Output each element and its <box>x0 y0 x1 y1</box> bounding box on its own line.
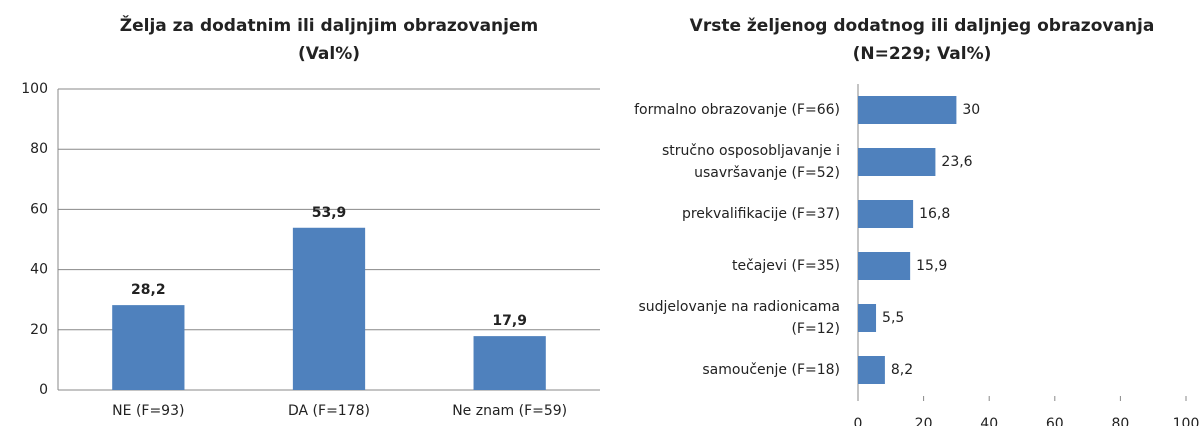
y-tick-label: prekvalifikacije (F=37) <box>682 206 840 222</box>
value-label: 23,6 <box>941 154 972 170</box>
value-label: 17,9 <box>492 313 527 329</box>
x-tick-label: 80 <box>1111 416 1129 426</box>
y-tick-label: 100 <box>21 81 48 97</box>
bar <box>858 356 885 384</box>
y-tick-label: 0 <box>39 382 48 398</box>
x-tick-label: DA (F=178) <box>288 403 370 419</box>
bar <box>473 336 546 390</box>
y-tick-label: 80 <box>30 141 48 157</box>
value-label: 8,2 <box>891 362 913 378</box>
chart-title: (Val%) <box>298 44 360 64</box>
x-tick-label: 60 <box>1046 416 1064 426</box>
y-tick-label: stručno osposobljavanje i usavršavanje (F… <box>662 143 840 181</box>
value-label: 53,9 <box>312 205 347 221</box>
x-tick-label: Ne znam (F=59) <box>452 403 567 419</box>
value-label: 28,2 <box>131 282 166 298</box>
y-tick-label: 40 <box>30 262 48 278</box>
chart-title: Želja za dodatnim ili daljnjim obrazovan… <box>120 14 538 36</box>
x-tick-label: 40 <box>980 416 998 426</box>
value-label: 30 <box>962 102 980 118</box>
y-tick-label: 60 <box>30 201 48 217</box>
x-tick-label: 0 <box>854 416 863 426</box>
bar <box>858 304 877 332</box>
y-tick-label: formalno obrazovanje (F=66) <box>634 102 840 118</box>
y-tick-label: 20 <box>30 322 48 338</box>
bar <box>858 200 914 228</box>
bar <box>858 96 957 124</box>
value-label: 15,9 <box>916 258 947 274</box>
y-tick-label: sudjelovanje na radionicama (F=12) <box>638 299 840 337</box>
bar <box>858 148 936 176</box>
value-label: 16,8 <box>919 206 950 222</box>
chart-title: (N=229; Val%) <box>853 44 992 64</box>
y-tick-label: tečajevi (F=35) <box>732 258 840 274</box>
x-tick-label: 100 <box>1173 416 1200 426</box>
value-label: 5,5 <box>882 310 904 326</box>
chart-title: Vrste željenog dodatnog ili daljnjeg obr… <box>690 16 1155 36</box>
bar <box>858 252 911 280</box>
bar <box>112 305 185 390</box>
y-tick-label: samoučenje (F=18) <box>702 362 840 378</box>
bar <box>292 227 366 390</box>
x-tick-label: NE (F=93) <box>112 403 184 419</box>
x-tick-label: 20 <box>915 416 933 426</box>
